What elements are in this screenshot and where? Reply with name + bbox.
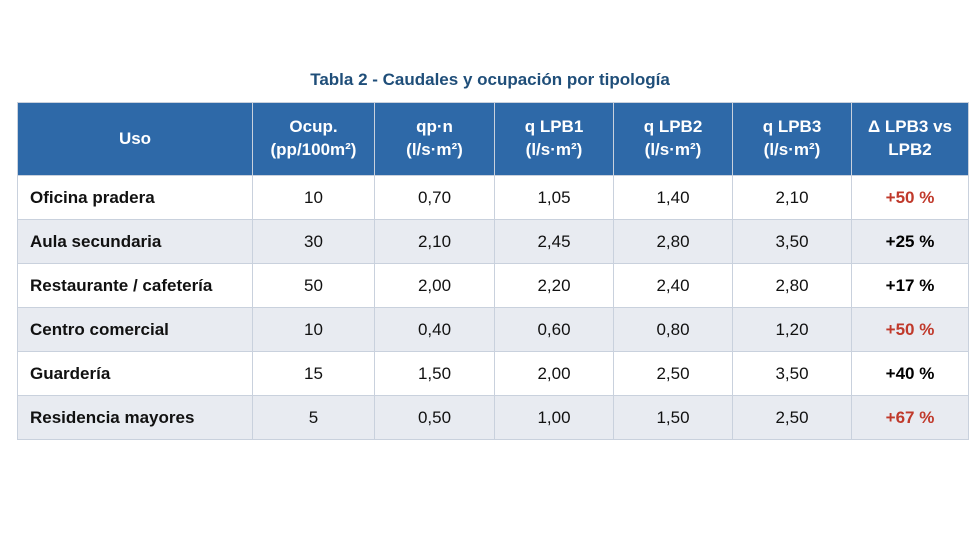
- table-row: Residencia mayores 5 0,50 1,00 1,50 2,50 +67 %: [17, 395, 969, 440]
- table-body: Oficina pradera 10 0,70 1,05 1,40 2,10 +50 % Au…: [17, 175, 969, 440]
- table-cell: 2,50: [613, 351, 733, 396]
- table-cell: 5: [252, 395, 375, 440]
- table-row: Guardería 15 1,50 2,00 2,50 3,50 +40 %: [17, 351, 969, 396]
- table-cell: 1,50: [613, 395, 733, 440]
- table-cell: +67 %: [851, 395, 969, 440]
- header-cell: q LPB3 (l/s·m²): [732, 102, 852, 176]
- table-cell: 15: [252, 351, 375, 396]
- table-cell: 0,60: [494, 307, 614, 352]
- table-cell: 2,10: [374, 219, 495, 264]
- header-row: Uso Ocup. (pp/100m²) qp·n (l/s·m²) q LPB1 (…: [17, 102, 969, 176]
- table-cell: 1,05: [494, 175, 614, 220]
- table-row: Centro comercial 10 0,40 0,60 0,80 1,20 +50 %: [17, 307, 969, 352]
- row-label: Residencia mayores: [17, 395, 253, 440]
- table-cell: +25 %: [851, 219, 969, 264]
- row-label: Restaurante / cafetería: [17, 263, 253, 308]
- table-cell: 0,70: [374, 175, 495, 220]
- table-cell: 2,40: [613, 263, 733, 308]
- table-title: Tabla 2 - Caudales y ocupación por tipol…: [310, 70, 670, 89]
- table-cell: 0,40: [374, 307, 495, 352]
- header-cell: Ocup. (pp/100m²): [252, 102, 375, 176]
- table-row: Restaurante / cafetería 50 2,00 2,20 2,40 2,8…: [17, 263, 969, 308]
- table-cell: +40 %: [851, 351, 969, 396]
- table-cell: 2,45: [494, 219, 614, 264]
- table-cell: 10: [252, 307, 375, 352]
- row-label: Centro comercial: [17, 307, 253, 352]
- table-cell: 1,40: [613, 175, 733, 220]
- header-cell: Δ LPB3 vs LPB2: [851, 102, 969, 176]
- table-cell: +17 %: [851, 263, 969, 308]
- table-cell: 2,80: [732, 263, 852, 308]
- header-cell: q LPB1 (l/s·m²): [494, 102, 614, 176]
- table-cell: 2,50: [732, 395, 852, 440]
- table-cell: +50 %: [851, 307, 969, 352]
- data-table: Uso Ocup. (pp/100m²) qp·n (l/s·m²) q LPB1 (…: [17, 102, 969, 440]
- row-label: Oficina pradera: [17, 175, 253, 220]
- table-cell: 3,50: [732, 219, 852, 264]
- table-row: Oficina pradera 10 0,70 1,05 1,40 2,10 +50 %: [17, 175, 969, 220]
- table-cell: 2,80: [613, 219, 733, 264]
- header-cell: q LPB2 (l/s·m²): [613, 102, 733, 176]
- table-cell: 1,50: [374, 351, 495, 396]
- table-cell: 2,00: [494, 351, 614, 396]
- table-cell: 2,20: [494, 263, 614, 308]
- table-cell: 30: [252, 219, 375, 264]
- table-cell: 3,50: [732, 351, 852, 396]
- table-cell: 1,00: [494, 395, 614, 440]
- table-cell: 0,80: [613, 307, 733, 352]
- table-cell: 50: [252, 263, 375, 308]
- table-cell: 2,00: [374, 263, 495, 308]
- row-label: Guardería: [17, 351, 253, 396]
- header-cell: qp·n (l/s·m²): [374, 102, 495, 176]
- table-row: Aula secundaria 30 2,10 2,45 2,80 3,50 +25 %: [17, 219, 969, 264]
- table-cell: 2,10: [732, 175, 852, 220]
- table-cell: 10: [252, 175, 375, 220]
- table-cell: +50 %: [851, 175, 969, 220]
- row-label: Aula secundaria: [17, 219, 253, 264]
- table-header: Uso Ocup. (pp/100m²) qp·n (l/s·m²) q LPB1 (…: [17, 102, 969, 176]
- table-cell: 1,20: [732, 307, 852, 352]
- header-cell: Uso: [17, 102, 253, 176]
- table-cell: 0,50: [374, 395, 495, 440]
